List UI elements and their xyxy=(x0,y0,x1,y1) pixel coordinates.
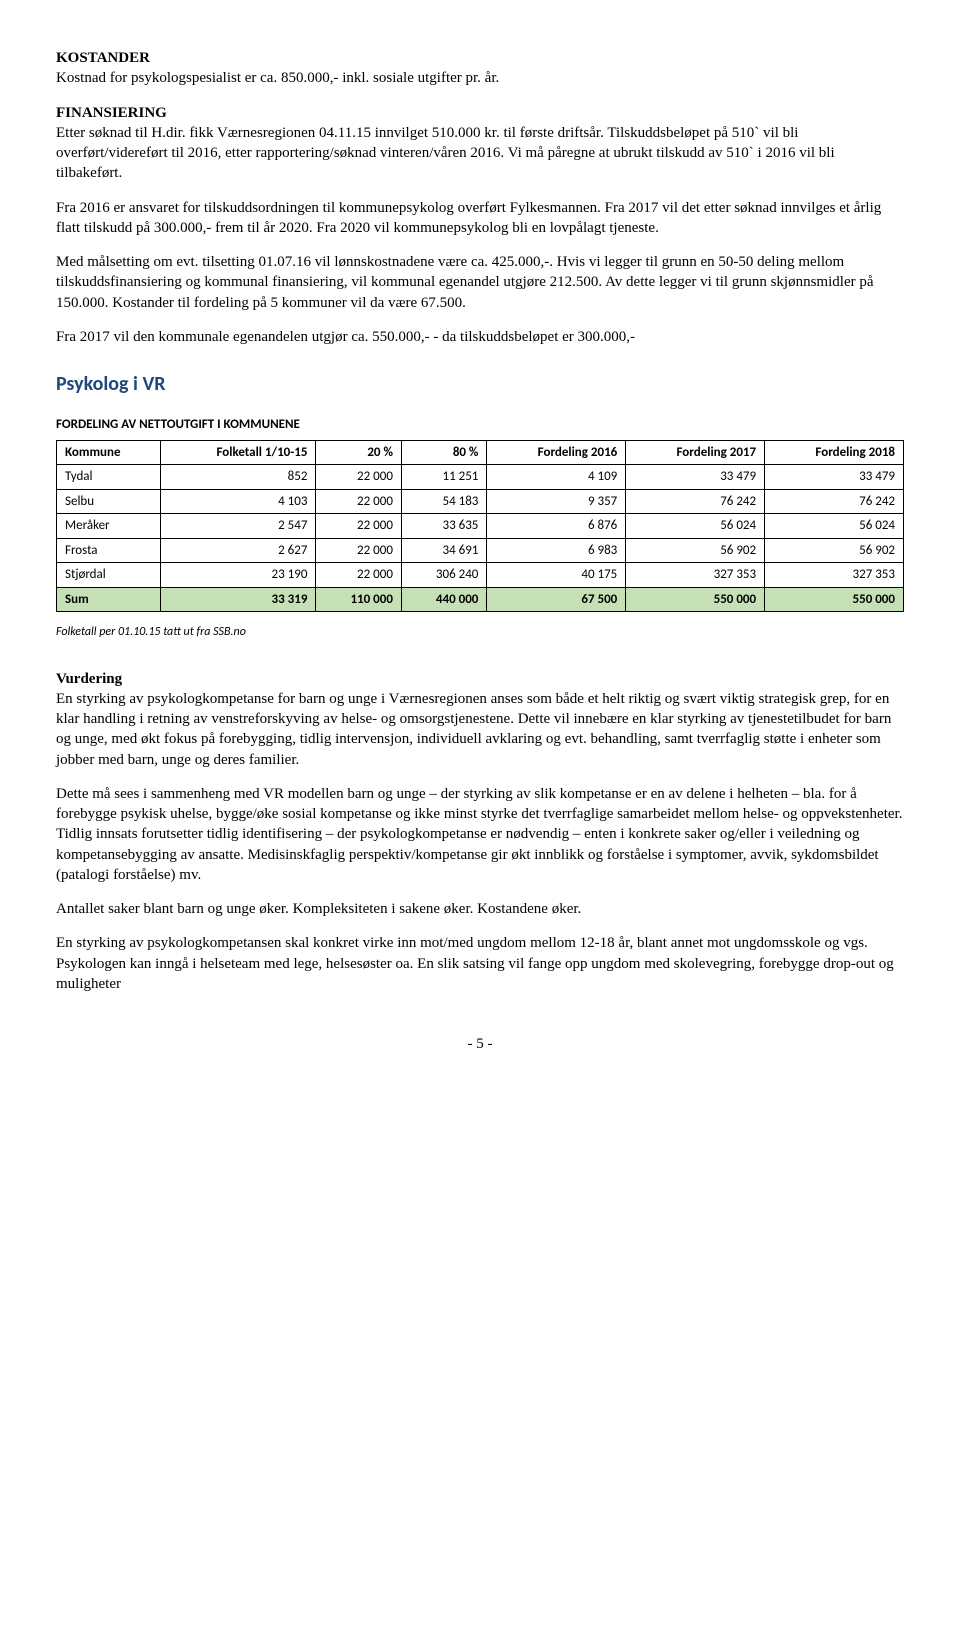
table-cell: 23 190 xyxy=(161,563,316,588)
table-cell: Selbu xyxy=(57,489,161,514)
table-cell: 56 902 xyxy=(765,538,904,563)
body-para-3: Med målsetting om evt. tilsetting 01.07.… xyxy=(56,252,904,313)
vurdering-para-2: Dette må sees i sammenheng med VR modell… xyxy=(56,784,904,885)
col-2018: Fordeling 2018 xyxy=(765,440,904,465)
table-cell: 54 183 xyxy=(401,489,486,514)
table-cell: 76 242 xyxy=(626,489,765,514)
table-sum-cell: Sum xyxy=(57,587,161,612)
col-20pct: 20 % xyxy=(316,440,401,465)
body-para-4: Fra 2017 vil den kommunale egenandelen u… xyxy=(56,327,904,347)
col-2017: Fordeling 2017 xyxy=(626,440,765,465)
table-cell: 76 242 xyxy=(765,489,904,514)
table-subtitle: FORDELING AV NETTOUTGIFT I KOMMUNENE xyxy=(56,416,904,434)
table-cell: 56 902 xyxy=(626,538,765,563)
table-row: Meråker2 54722 00033 6356 87656 02456 02… xyxy=(57,514,904,539)
col-2016: Fordeling 2016 xyxy=(487,440,626,465)
cost-table: Kommune Folketall 1/10-15 20 % 80 % Ford… xyxy=(56,440,904,613)
page-number: - 5 - xyxy=(56,1034,904,1054)
table-cell: Stjørdal xyxy=(57,563,161,588)
kostnader-heading: KOSTANDER xyxy=(56,48,904,68)
table-footnote: Folketall per 01.10.15 tatt ut fra SSB.n… xyxy=(56,624,904,640)
table-cell: 6 983 xyxy=(487,538,626,563)
table-row: Stjørdal23 19022 000306 24040 175327 353… xyxy=(57,563,904,588)
table-sum-cell: 110 000 xyxy=(316,587,401,612)
table-cell: Meråker xyxy=(57,514,161,539)
table-cell: Frosta xyxy=(57,538,161,563)
table-cell: 22 000 xyxy=(316,489,401,514)
vurdering-heading: Vurdering xyxy=(56,669,904,689)
finansiering-text-1: Etter søknad til H.dir. fikk Værnesregio… xyxy=(56,123,904,184)
table-sum-cell: 67 500 xyxy=(487,587,626,612)
kostnader-text: Kostnad for psykologspesialist er ca. 85… xyxy=(56,68,904,88)
table-cell: 56 024 xyxy=(765,514,904,539)
table-cell: 4 109 xyxy=(487,465,626,490)
table-cell: 33 479 xyxy=(765,465,904,490)
table-cell: 2 547 xyxy=(161,514,316,539)
table-cell: 33 635 xyxy=(401,514,486,539)
table-cell: 9 357 xyxy=(487,489,626,514)
col-folketall: Folketall 1/10-15 xyxy=(161,440,316,465)
cost-table-section: Psykolog i VR FORDELING AV NETTOUTGIFT I… xyxy=(56,371,904,641)
table-sum-row: Sum33 319110 000440 00067 500550 000550 … xyxy=(57,587,904,612)
vurdering-para-4: En styrking av psykologkompetansen skal … xyxy=(56,933,904,994)
table-cell: 56 024 xyxy=(626,514,765,539)
table-cell: 34 691 xyxy=(401,538,486,563)
table-cell: 6 876 xyxy=(487,514,626,539)
table-sum-cell: 33 319 xyxy=(161,587,316,612)
table-cell: Tydal xyxy=(57,465,161,490)
table-cell: 11 251 xyxy=(401,465,486,490)
table-cell: 40 175 xyxy=(487,563,626,588)
table-title: Psykolog i VR xyxy=(56,371,904,398)
body-para-2: Fra 2016 er ansvaret for tilskuddsordnin… xyxy=(56,198,904,239)
col-kommune: Kommune xyxy=(57,440,161,465)
table-cell: 22 000 xyxy=(316,538,401,563)
table-cell: 22 000 xyxy=(316,514,401,539)
col-80pct: 80 % xyxy=(401,440,486,465)
table-cell: 327 353 xyxy=(626,563,765,588)
table-cell: 22 000 xyxy=(316,563,401,588)
table-cell: 2 627 xyxy=(161,538,316,563)
finansiering-heading: FINANSIERING xyxy=(56,103,904,123)
table-row: Frosta2 62722 00034 6916 98356 90256 902 xyxy=(57,538,904,563)
table-sum-cell: 550 000 xyxy=(626,587,765,612)
table-row: Selbu4 10322 00054 1839 35776 24276 242 xyxy=(57,489,904,514)
vurdering-para-3: Antallet saker blant barn og unge øker. … xyxy=(56,899,904,919)
table-cell: 852 xyxy=(161,465,316,490)
table-sum-cell: 440 000 xyxy=(401,587,486,612)
table-header-row: Kommune Folketall 1/10-15 20 % 80 % Ford… xyxy=(57,440,904,465)
vurdering-para-1: En styrking av psykologkompetanse for ba… xyxy=(56,689,904,770)
table-sum-cell: 550 000 xyxy=(765,587,904,612)
table-cell: 4 103 xyxy=(161,489,316,514)
table-row: Tydal85222 00011 2514 10933 47933 479 xyxy=(57,465,904,490)
table-cell: 327 353 xyxy=(765,563,904,588)
table-cell: 22 000 xyxy=(316,465,401,490)
table-cell: 33 479 xyxy=(626,465,765,490)
table-cell: 306 240 xyxy=(401,563,486,588)
